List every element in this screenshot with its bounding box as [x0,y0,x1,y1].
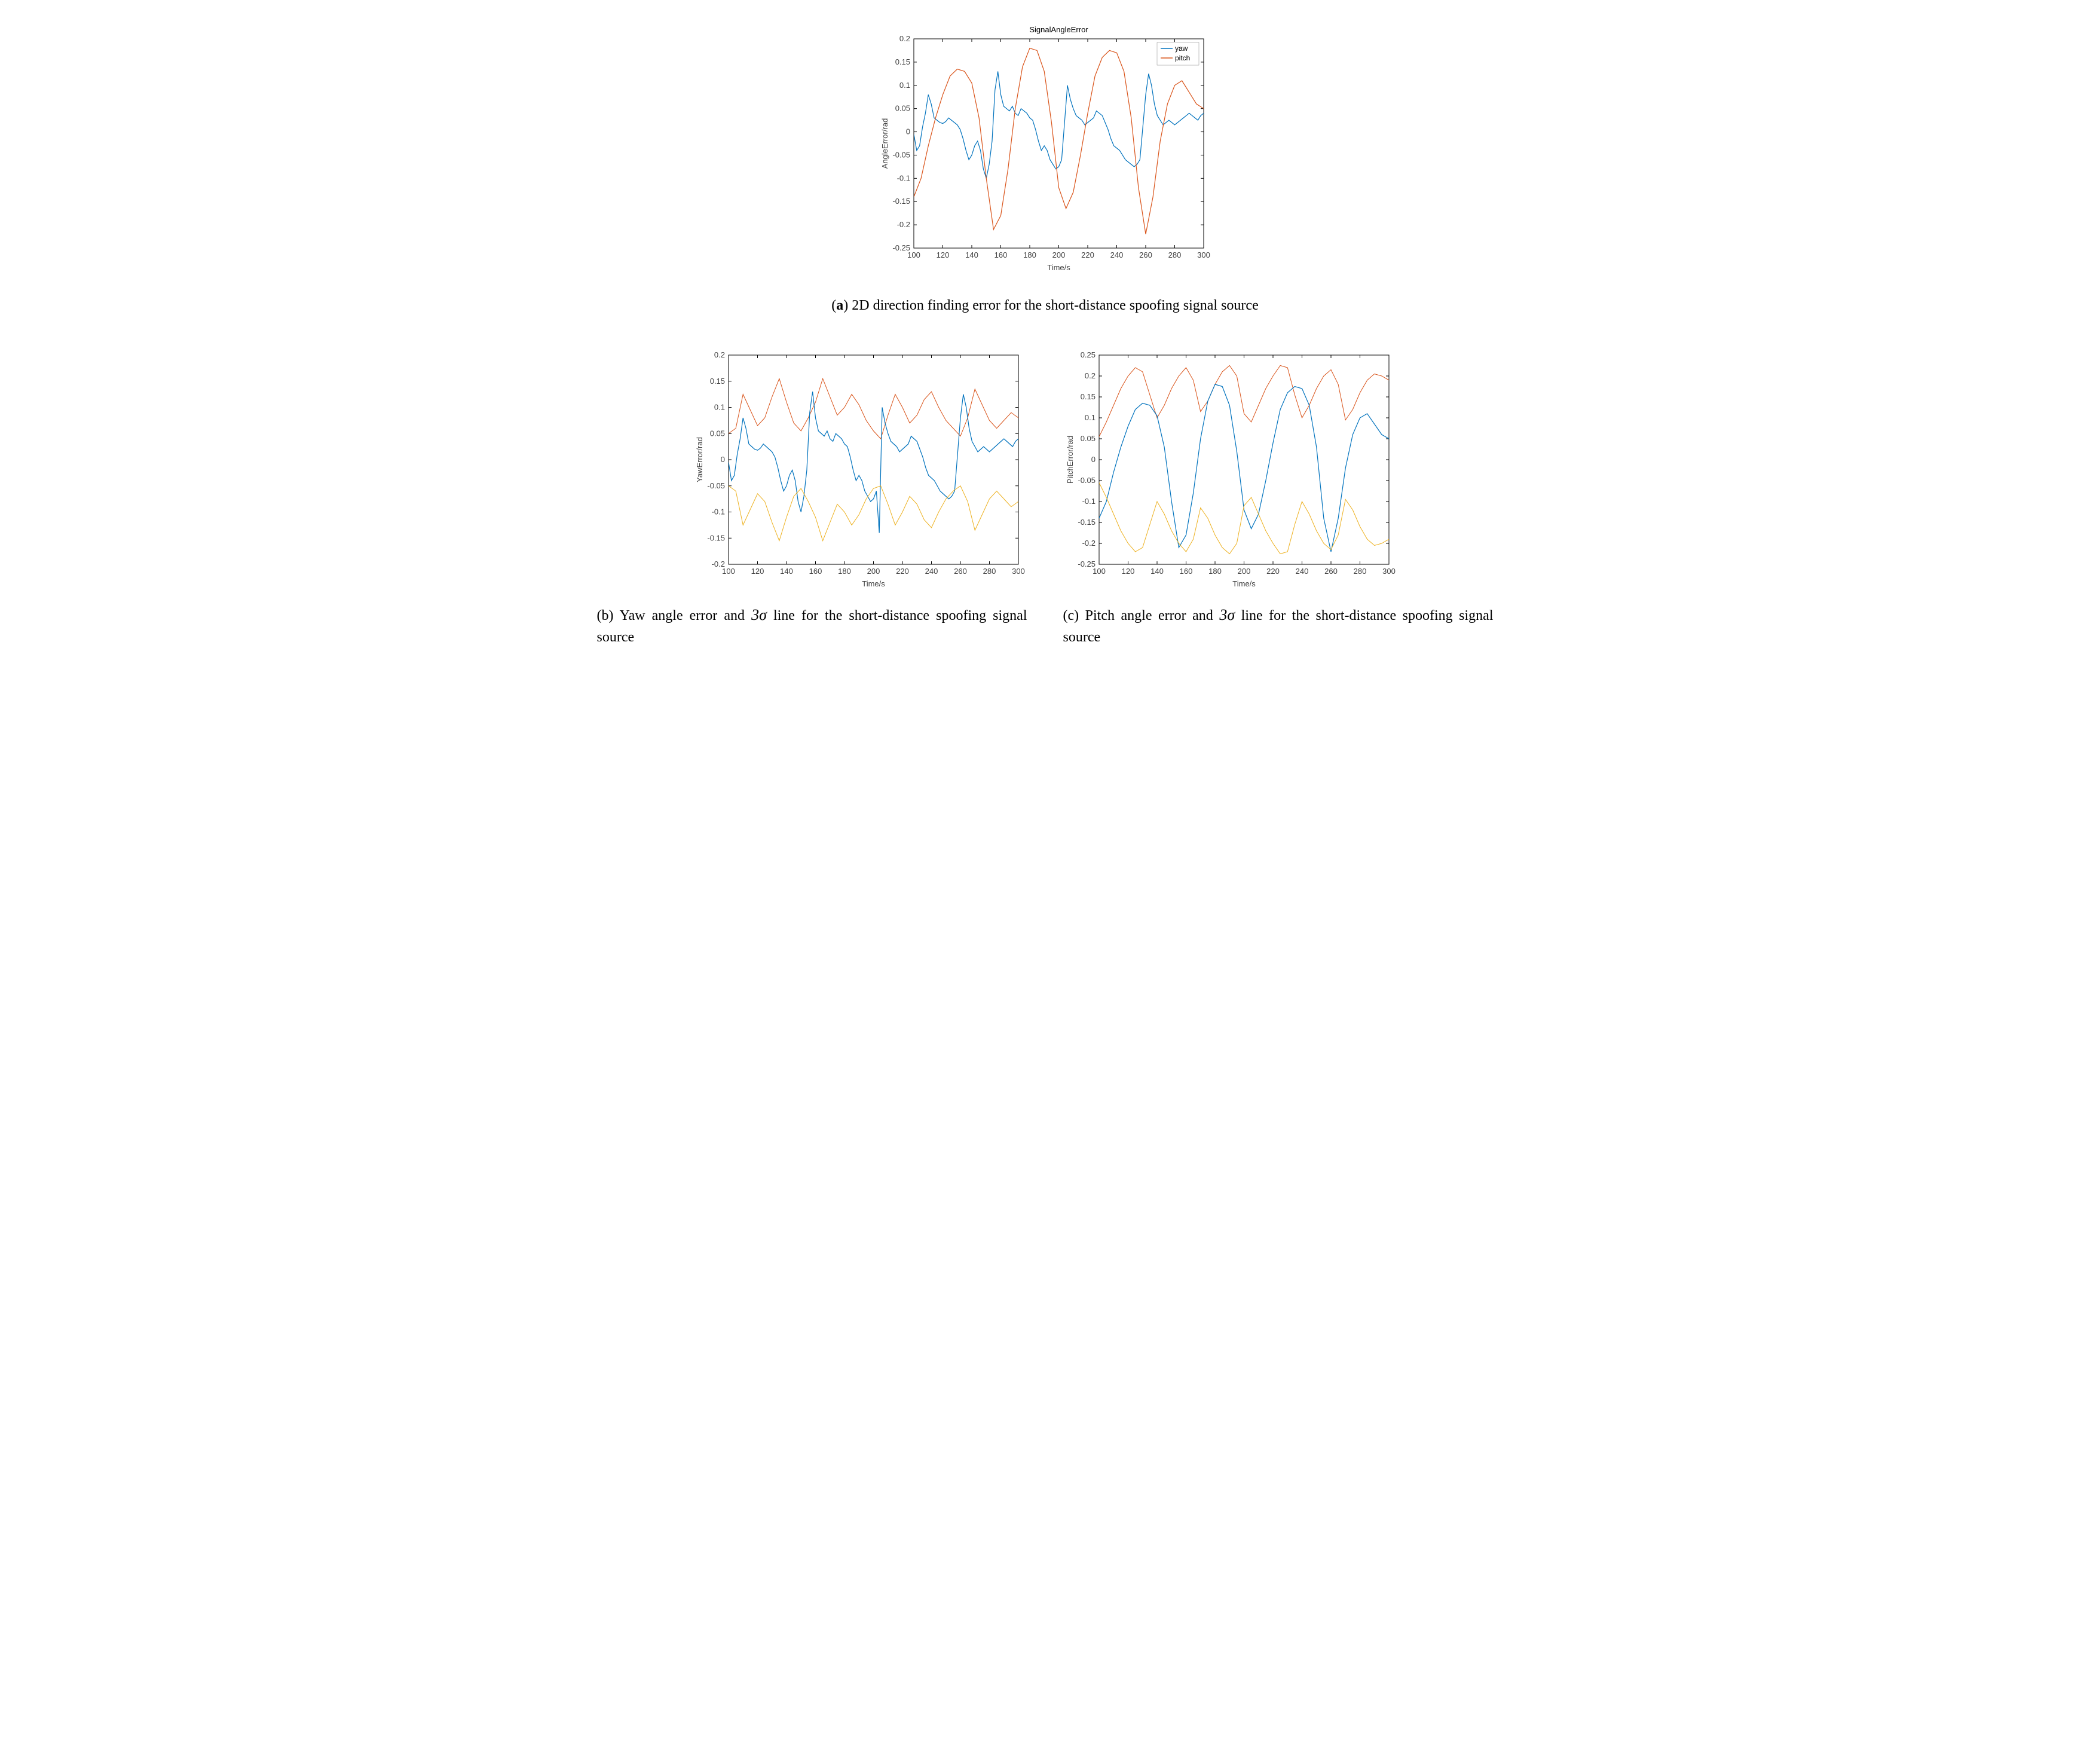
svg-text:Time/s: Time/s [1232,579,1256,588]
svg-text:140: 140 [965,250,978,259]
chart-b: 100120140160180200220240260280300-0.2-0.… [693,340,1027,591]
svg-text:-0.05: -0.05 [707,481,725,490]
svg-text:Time/s: Time/s [862,579,885,588]
svg-text:AngleError/rad: AngleError/rad [880,118,889,169]
svg-text:240: 240 [1295,567,1308,576]
svg-text:140: 140 [1150,567,1164,576]
chart-c-wrapper: 100120140160180200220240260280300-0.25-0… [1063,340,1398,591]
svg-text:260: 260 [1324,567,1338,576]
chart-a-wrapper: 100120140160180200220240260280300-0.25-0… [878,24,1213,275]
svg-text:-0.1: -0.1 [896,173,910,182]
caption-a-bold: a [836,298,843,313]
svg-text:0.1: 0.1 [714,402,724,411]
svg-text:260: 260 [954,567,967,576]
svg-text:-0.25: -0.25 [1078,560,1096,568]
svg-text:-0.1: -0.1 [711,507,724,516]
svg-text:260: 260 [1139,250,1152,259]
chart-a: 100120140160180200220240260280300-0.25-0… [878,24,1213,275]
svg-text:Time/s: Time/s [1047,263,1070,272]
caption-c: (c) Pitch angle error and 3σ line for th… [1063,603,1494,648]
svg-text:240: 240 [1110,250,1123,259]
caption-c-sigma: 3σ [1219,606,1235,623]
svg-text:-0.05: -0.05 [1078,476,1096,485]
svg-text:pitch: pitch [1175,54,1190,62]
svg-text:220: 220 [1266,567,1280,576]
chart-row-top: 100120140160180200220240260280300-0.25-0… [567,24,1523,275]
svg-text:-0.15: -0.15 [892,197,910,206]
svg-text:0.2: 0.2 [1084,371,1095,380]
svg-text:220: 220 [896,567,909,576]
chart-c: 100120140160180200220240260280300-0.25-0… [1063,340,1398,591]
svg-text:-0.2: -0.2 [711,560,724,568]
svg-text:0: 0 [720,455,724,464]
svg-text:120: 120 [936,250,949,259]
svg-text:300: 300 [1197,250,1210,259]
svg-text:0.2: 0.2 [899,34,910,43]
svg-text:-0.05: -0.05 [892,150,910,159]
svg-text:280: 280 [983,567,996,576]
svg-text:0: 0 [905,127,910,136]
svg-text:240: 240 [925,567,938,576]
svg-text:-0.15: -0.15 [1078,518,1096,527]
svg-text:yaw: yaw [1175,44,1188,53]
svg-text:0.05: 0.05 [895,104,910,113]
svg-text:0.15: 0.15 [709,376,724,385]
svg-text:180: 180 [1208,567,1222,576]
chart-b-wrapper: 100120140160180200220240260280300-0.2-0.… [693,340,1027,591]
svg-text:-0.2: -0.2 [896,220,910,229]
svg-text:200: 200 [1237,567,1250,576]
svg-text:140: 140 [780,567,793,576]
svg-text:280: 280 [1168,250,1181,259]
svg-text:160: 160 [994,250,1007,259]
svg-text:-0.25: -0.25 [892,243,910,252]
svg-text:300: 300 [1382,567,1396,576]
svg-text:160: 160 [809,567,822,576]
svg-text:160: 160 [1179,567,1192,576]
svg-text:-0.15: -0.15 [707,533,725,542]
svg-text:120: 120 [1121,567,1134,576]
svg-text:0.05: 0.05 [1080,434,1095,443]
caption-b-sigma: 3σ [751,606,767,623]
svg-text:0.05: 0.05 [709,429,724,438]
caption-b-pre: (b) Yaw angle error and [597,608,752,623]
svg-text:0.1: 0.1 [1084,413,1095,422]
svg-text:0.25: 0.25 [1080,350,1095,359]
svg-text:220: 220 [1081,250,1094,259]
svg-text:SignalAngleError: SignalAngleError [1029,25,1088,34]
svg-text:300: 300 [1012,567,1025,576]
caption-a-suffix: ) 2D direction finding error for the sho… [843,298,1258,313]
caption-c-pre: (c) Pitch angle error and [1063,608,1220,623]
svg-text:0.1: 0.1 [899,81,910,90]
chart-row-bottom: 100120140160180200220240260280300-0.2-0.… [567,340,1523,591]
figure-container: 100120140160180200220240260280300-0.25-0… [567,24,1523,648]
svg-text:120: 120 [751,567,764,576]
svg-text:180: 180 [838,567,851,576]
svg-text:280: 280 [1353,567,1366,576]
svg-text:0.15: 0.15 [1080,392,1095,401]
caption-pair: (b) Yaw angle error and 3σ line for the … [567,603,1523,648]
caption-b: (b) Yaw angle error and 3σ line for the … [597,603,1027,648]
svg-text:-0.1: -0.1 [1082,497,1095,506]
svg-text:0: 0 [1091,455,1095,464]
svg-text:180: 180 [1023,250,1036,259]
svg-text:-0.2: -0.2 [1082,539,1095,548]
svg-text:200: 200 [1052,250,1065,259]
svg-text:PitchError/rad: PitchError/rad [1066,435,1075,483]
caption-a: (a) 2D direction finding error for the s… [831,296,1258,316]
svg-text:200: 200 [867,567,880,576]
svg-text:YawError/rad: YawError/rad [695,437,704,482]
svg-text:0.2: 0.2 [714,350,724,359]
svg-text:0.15: 0.15 [895,57,910,66]
